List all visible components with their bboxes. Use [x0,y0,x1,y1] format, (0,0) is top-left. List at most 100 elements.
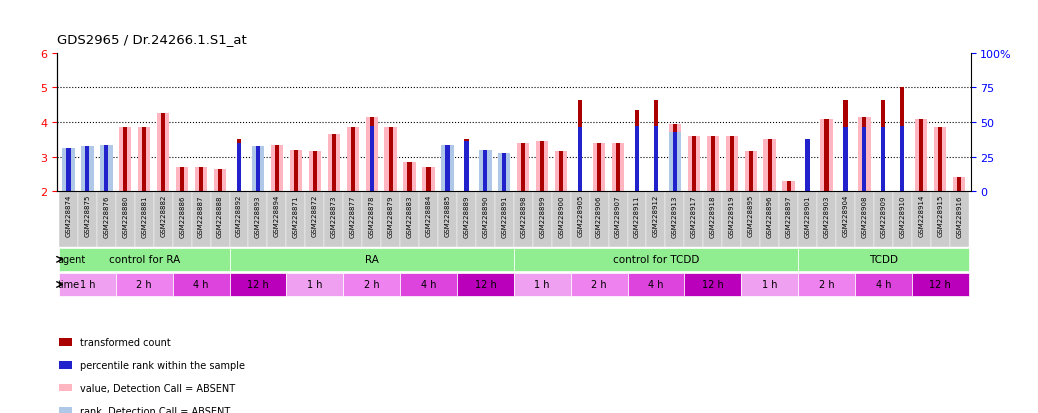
Text: 4 h: 4 h [648,280,663,290]
Bar [427,168,431,192]
Bar [381,192,400,247]
Bar [332,135,336,192]
Bar [104,147,108,192]
Bar [855,192,874,247]
Bar [457,273,514,296]
Bar [684,192,704,247]
Text: GSM228891: GSM228891 [501,195,508,237]
Text: GSM228888: GSM228888 [217,195,223,237]
Text: GSM228909: GSM228909 [880,195,886,237]
Bar [748,152,753,192]
Bar [521,143,525,192]
Text: GSM228903: GSM228903 [823,195,829,237]
Text: rank, Detection Call = ABSENT: rank, Detection Call = ABSENT [80,406,230,413]
Bar [252,149,264,192]
Bar [635,111,639,192]
Text: control for RA: control for RA [109,255,180,265]
Text: 1 h: 1 h [307,280,323,290]
Bar [78,192,97,247]
Text: GSM228872: GSM228872 [311,195,318,237]
Text: GSM228905: GSM228905 [577,195,583,237]
Bar [673,133,677,192]
Bar [422,168,435,192]
Text: GSM228906: GSM228906 [596,195,602,237]
Bar [532,192,552,247]
Bar [286,192,305,247]
Text: GSM228914: GSM228914 [919,195,924,237]
Text: RA: RA [364,255,379,265]
Bar [464,140,468,192]
Text: GSM228871: GSM228871 [293,195,299,237]
Bar [484,152,488,192]
Bar [248,192,268,247]
Bar [66,154,71,192]
Bar [783,181,795,192]
Bar [881,128,885,192]
Text: 2 h: 2 h [136,280,153,290]
Text: GSM228916: GSM228916 [956,195,962,237]
Bar [138,128,151,192]
Bar [730,137,734,192]
Bar [475,192,495,247]
Bar [668,124,681,192]
Bar [119,128,132,192]
Bar [104,145,108,192]
Text: GSM228878: GSM228878 [368,195,375,237]
Bar [388,128,392,192]
Bar [741,273,798,296]
Text: 12 h: 12 h [247,280,269,290]
Text: TCDD: TCDD [869,255,898,265]
Bar [172,273,229,296]
Text: GSM228890: GSM228890 [483,195,489,237]
Bar [370,118,374,192]
Text: GSM228893: GSM228893 [255,195,261,237]
Bar [161,114,165,192]
Bar [192,192,211,247]
Text: 2 h: 2 h [592,280,607,290]
Bar [229,273,286,296]
Text: 4 h: 4 h [876,280,891,290]
Bar [911,273,968,296]
Bar [704,192,722,247]
Bar [691,137,695,192]
Bar [351,128,355,192]
Text: GSM228899: GSM228899 [539,195,545,237]
Bar [741,192,760,247]
Text: GSM228910: GSM228910 [899,195,905,237]
Bar [836,192,855,247]
Bar [668,133,681,192]
Bar [124,128,128,192]
Bar [275,145,279,192]
Bar [85,149,89,192]
Bar [502,154,507,192]
Text: 1 h: 1 h [535,280,550,290]
Text: 4 h: 4 h [193,280,209,290]
Bar [571,192,590,247]
Bar [953,178,965,192]
Text: GSM228882: GSM228882 [160,195,166,237]
Bar [536,142,548,192]
Bar [726,137,738,192]
Bar [911,192,931,247]
Bar [237,140,241,192]
Bar [957,178,961,192]
Bar [863,128,867,192]
Bar [256,149,261,192]
Bar [305,192,324,247]
Bar [787,181,791,192]
Bar [824,119,828,192]
Bar [154,192,172,247]
Bar [855,273,911,296]
Bar [480,150,492,192]
Bar [805,140,810,192]
Text: GSM228894: GSM228894 [274,195,280,237]
Text: GSM228874: GSM228874 [65,195,72,237]
Bar [195,168,208,192]
Bar [66,149,71,192]
Text: GSM228897: GSM228897 [786,195,792,237]
Bar [211,192,229,247]
Bar [571,273,628,296]
Bar [97,192,116,247]
Bar [498,154,511,192]
Bar [665,192,684,247]
